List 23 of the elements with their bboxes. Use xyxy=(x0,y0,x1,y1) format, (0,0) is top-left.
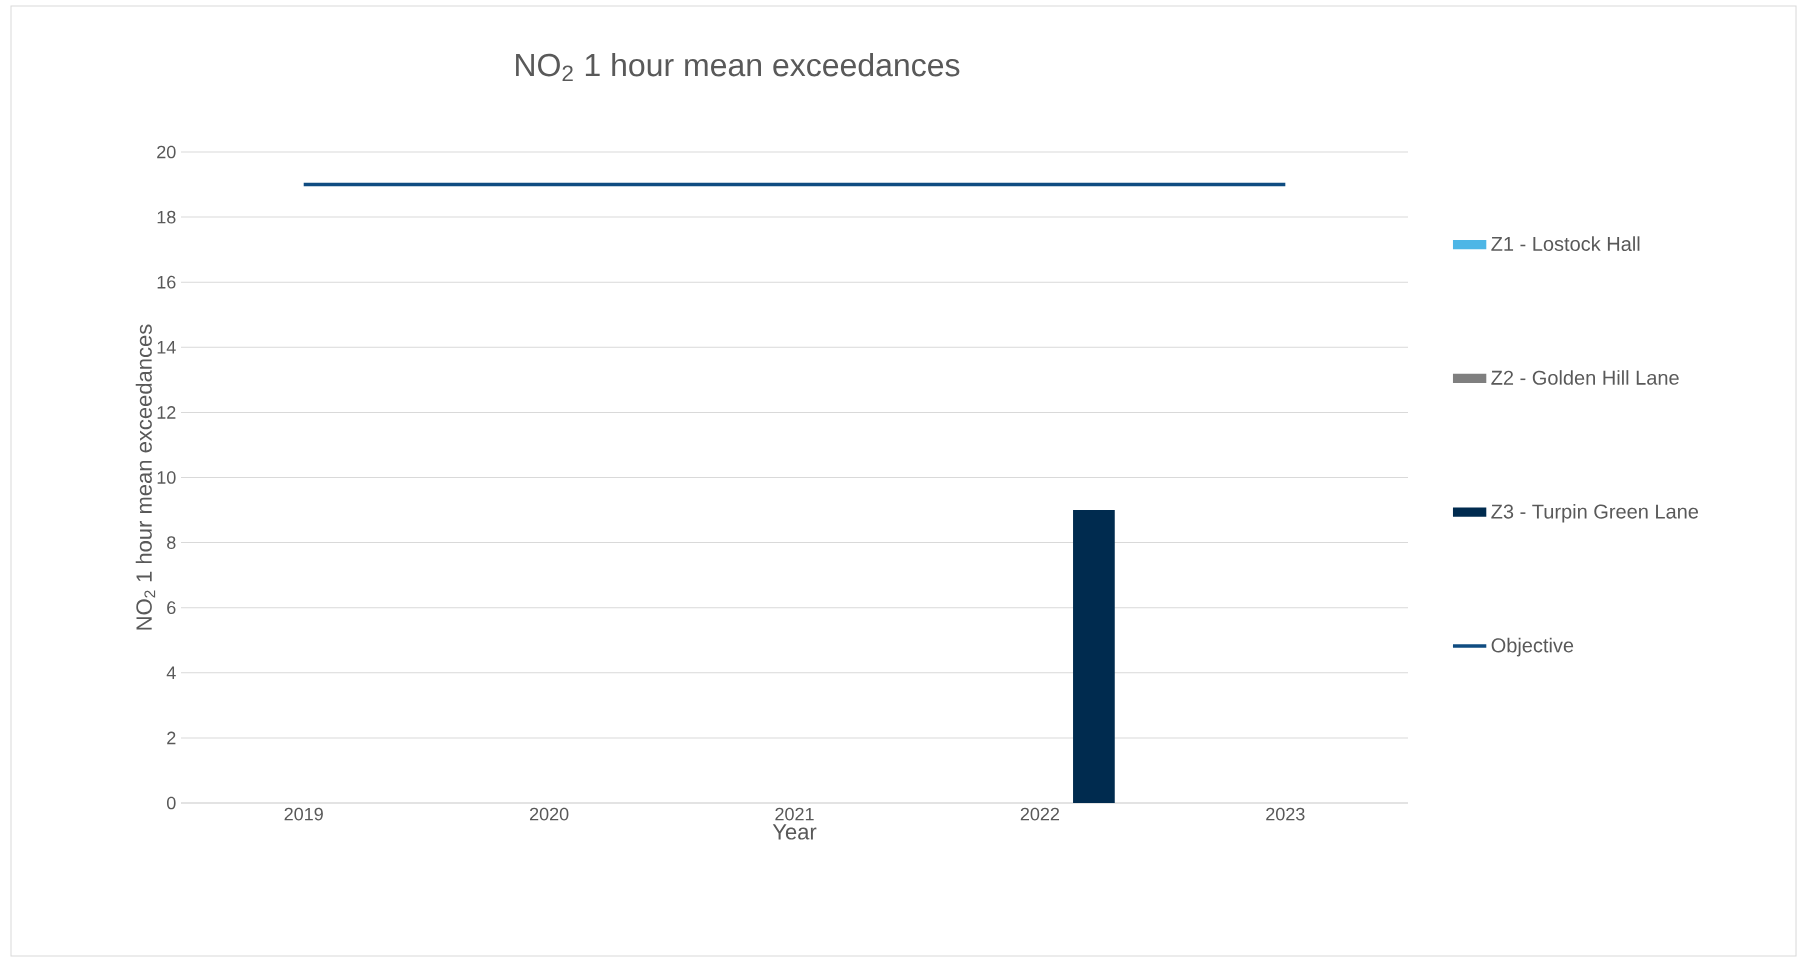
legend-label: Z1 - Lostock Hall xyxy=(1491,236,1640,251)
y-tick-label: 4 xyxy=(166,666,176,679)
y-tick-label: 16 xyxy=(157,275,176,289)
legend-label: Z2 - Golden Hill Lane xyxy=(1491,370,1679,385)
x-tick-label: 2021 xyxy=(775,807,814,821)
y-tick-label: 6 xyxy=(167,601,176,615)
y-tick-label: 10 xyxy=(157,471,176,484)
y-tick-label: 20 xyxy=(157,145,176,159)
chart-title: NO$_{2}$ 1 hour mean exceedances xyxy=(516,52,960,82)
y-tick-label: 18 xyxy=(157,210,176,224)
y-tick-label: 2 xyxy=(167,731,176,745)
x-tick-label: 2023 xyxy=(1266,807,1305,821)
y-tick-label: 12 xyxy=(157,406,176,419)
legend-label: Z3 - Turpin Green Lane xyxy=(1491,503,1699,523)
x-axis-title: Year xyxy=(772,824,817,840)
y-tick-label: 14 xyxy=(157,341,176,354)
y-axis-title: NO$_{2}$ 1 hour mean exceedances xyxy=(135,324,156,630)
legend-label: Objective xyxy=(1491,637,1574,657)
y-tick-label: 8 xyxy=(167,536,176,549)
x-tick-label: 2019 xyxy=(284,807,323,821)
x-tick-label: 2022 xyxy=(1020,807,1060,821)
y-tick-label: 0 xyxy=(167,796,176,810)
x-tick-label: 2020 xyxy=(529,807,569,821)
